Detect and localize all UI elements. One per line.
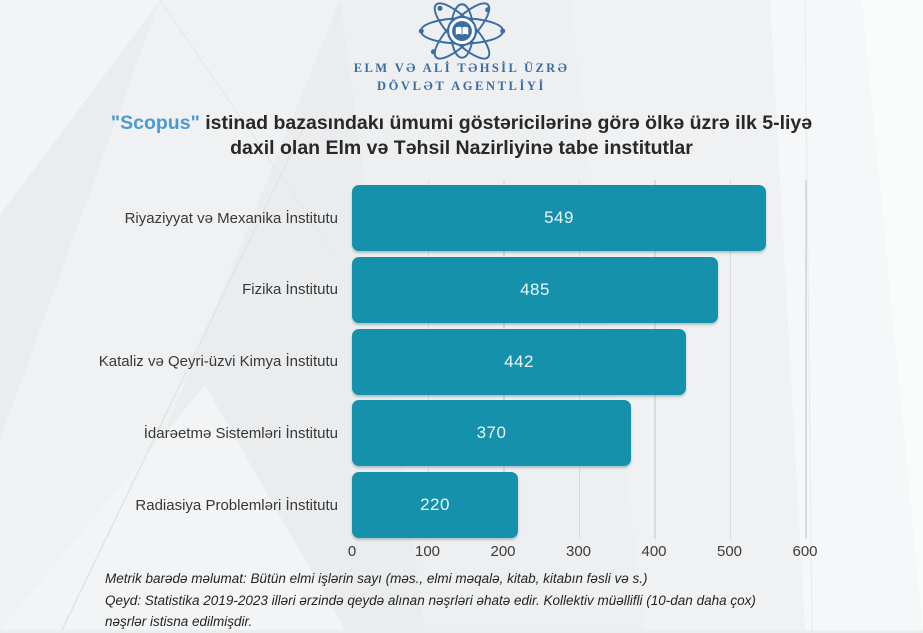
chart-title-line2: daxil olan Elm və Təhsil Nazirliyinə tab… [230, 137, 693, 159]
agency-name-line2: DÖVLƏT AGENTLİYİ [376, 79, 547, 93]
category-label: Fizika İnstitutu [242, 281, 338, 299]
footer-qeyd-note-line1: Qeyd: Statistika 2019-2023 illəri ərzind… [105, 592, 756, 608]
bar-value-label: 442 [504, 351, 534, 371]
atom-book-icon [418, 2, 505, 60]
bar: 549 [352, 185, 766, 251]
bar-value-label: 549 [544, 208, 574, 227]
bar: 370 [352, 400, 631, 467]
bar-chart-plot: 549 485 442 370 220 [352, 180, 807, 540]
bar-value-label: 485 [520, 279, 550, 299]
category-label: Riyaziyyat və Mexanika İnstitutu [124, 209, 338, 227]
agency-name-line1: ELM VƏ ALİ TƏHSİL ÜZRƏ [353, 61, 570, 75]
bar-value-label: 220 [420, 495, 450, 515]
chart-title-line1: "Scopus" istinad bazasındakı ümumi göstə… [0, 111, 923, 136]
agency-logo [418, 2, 506, 60]
gridline [729, 180, 731, 539]
x-axis: 0 100 200 300 400 500 600 [348, 543, 818, 563]
category-label: İdarəetmə Sistemləri İnstitutu [143, 424, 338, 442]
x-axis-tick-label: 200 [490, 543, 516, 560]
chart-title-line1-rest: istinad bazasındakı ümumi göstəricilərin… [199, 112, 813, 134]
footer-notes: Metrik barədə məlumat: Bütün elmi işləri… [105, 568, 845, 633]
chart-title-scopus: "Scopus" [110, 112, 200, 134]
category-label: Radiasiya Problemləri İnstitutu [135, 496, 338, 514]
footer-metric-note: Metrik barədə məlumat: Bütün elmi işləri… [105, 571, 648, 586]
x-axis-tick-label: 500 [716, 543, 743, 560]
gridline [805, 180, 807, 539]
chart-title: "Scopus" istinad bazasındakı ümumi göstə… [0, 111, 923, 161]
bar: 220 [352, 472, 518, 539]
agency-name: ELM VƏ ALİ TƏHSİL ÜZRƏ DÖVLƏT AGENTLİYİ [0, 61, 923, 94]
bar: 485 [352, 256, 718, 323]
x-axis-tick-label: 600 [792, 543, 818, 560]
x-axis-tick-label: 0 [347, 543, 357, 560]
x-axis-tick-label: 400 [641, 543, 667, 560]
x-axis-tick-label: 100 [414, 543, 441, 560]
bar-value-label: 370 [476, 423, 507, 443]
x-axis-tick-label: 300 [565, 543, 592, 560]
category-label: Kataliz və Qeyri-üzvi Kimya İnstitutu [98, 353, 338, 371]
bar: 442 [352, 328, 686, 395]
footer-qeyd-note-line2: nəşrlər istisna edilmişdir. [105, 614, 253, 629]
category-labels: Riyaziyyat və Mexanika İnstitutu Fizika İ… [0, 180, 345, 540]
